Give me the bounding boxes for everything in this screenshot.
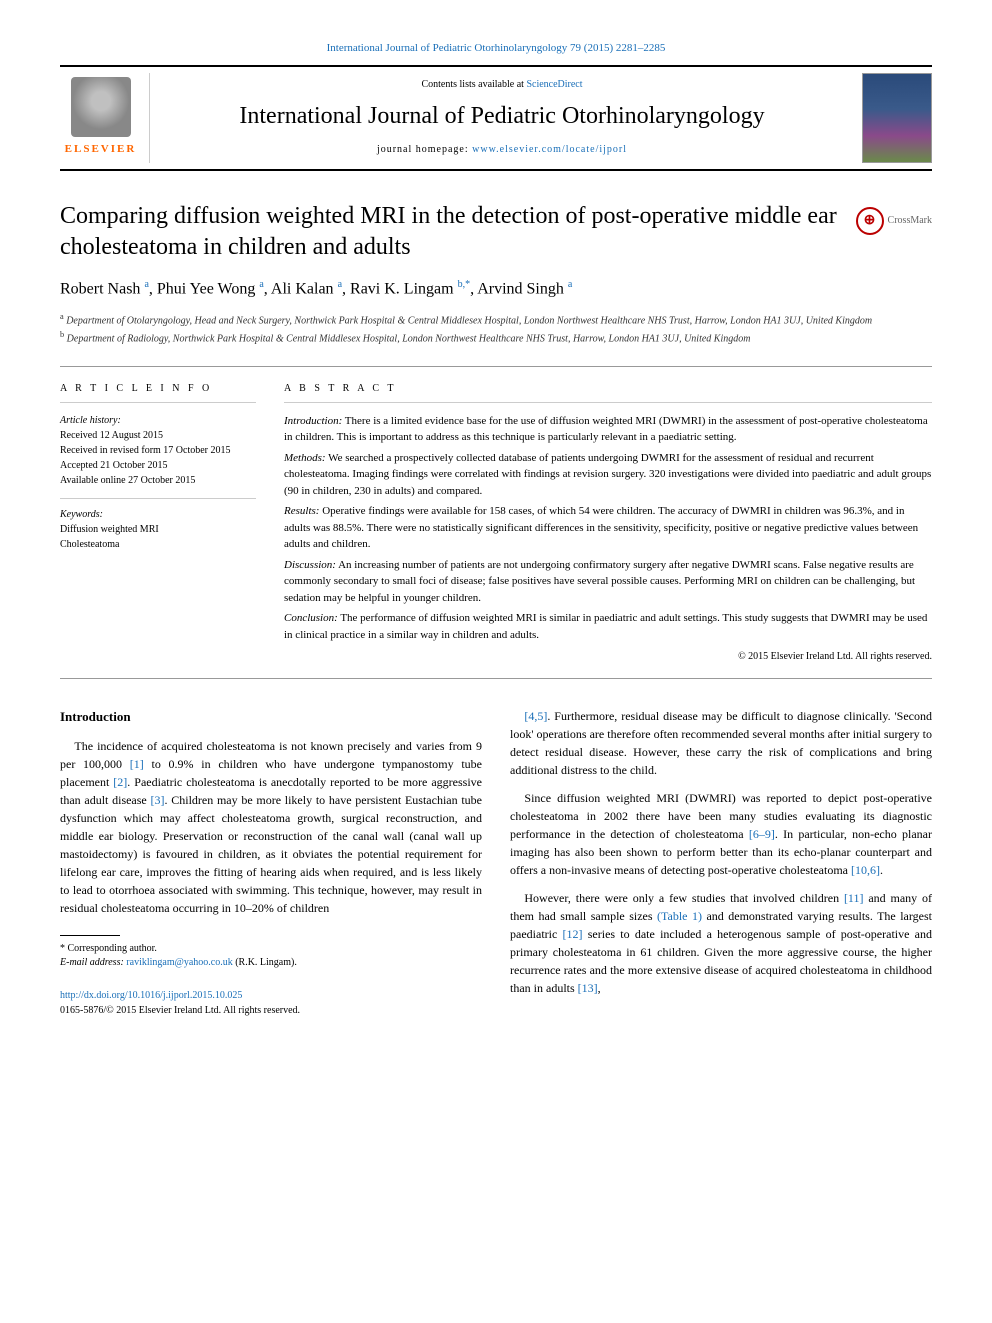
keyword-1: Diffusion weighted MRI (60, 522, 256, 537)
title-row: Comparing diffusion weighted MRI in the … (60, 201, 932, 263)
article-info-heading: A R T I C L E I N F O (60, 381, 256, 403)
issn-line: 0165-5876/© 2015 Elsevier Ireland Ltd. A… (60, 1003, 482, 1018)
history-online: Available online 27 October 2015 (60, 473, 256, 488)
body-right-column: [4,5]. Furthermore, residual disease may… (510, 707, 932, 1018)
contents-line: Contents lists available at ScienceDirec… (160, 77, 844, 92)
author: Phui Yee Wong (157, 280, 255, 297)
history-received: Received 12 August 2015 (60, 428, 256, 443)
homepage-link[interactable]: www.elsevier.com/locate/ijporl (472, 144, 627, 155)
author: Ali Kalan (271, 280, 334, 297)
authors-line: Robert Nash a, Phui Yee Wong a, Ali Kala… (60, 277, 932, 301)
body-left-column: Introduction The incidence of acquired c… (60, 707, 482, 1018)
reference-link[interactable]: [1] (130, 757, 144, 771)
abstract: A B S T R A C T Introduction: There is a… (270, 367, 932, 679)
affiliation: b Department of Radiology, Northwick Par… (60, 329, 932, 346)
top-citation: International Journal of Pediatric Otorh… (60, 40, 932, 57)
intro-heading: Introduction (60, 707, 482, 727)
body-paragraph: The incidence of acquired cholesteatoma … (60, 737, 482, 917)
abstract-section: Results: Operative findings were availab… (284, 503, 932, 553)
body-paragraph: However, there were only a few studies t… (510, 889, 932, 997)
author-affil-sup: b,* (458, 279, 471, 290)
affiliations: a Department of Otolaryngology, Head and… (60, 311, 932, 346)
reference-link[interactable]: [4,5] (524, 709, 547, 723)
reference-link[interactable]: [11] (844, 891, 864, 905)
reference-link[interactable]: [3] (151, 793, 165, 807)
contents-prefix: Contents lists available at (421, 79, 526, 90)
author-affil-sup: a (144, 279, 148, 290)
affiliation: a Department of Otolaryngology, Head and… (60, 311, 932, 328)
reference-link[interactable]: [6–9] (749, 827, 775, 841)
masthead-center: Contents lists available at ScienceDirec… (150, 73, 854, 163)
email-suffix: (R.K. Lingam). (233, 957, 297, 968)
author: Arvind Singh (477, 280, 564, 297)
keywords-label: Keywords: (60, 498, 256, 522)
journal-name: International Journal of Pediatric Otorh… (160, 98, 844, 134)
reference-link[interactable]: [13] (578, 981, 598, 995)
corresponding-footnote: * Corresponding author. E-mail address: … (60, 942, 482, 970)
journal-cover-thumb (862, 73, 932, 163)
body-paragraph: [4,5]. Furthermore, residual disease may… (510, 707, 932, 779)
keyword-2: Cholesteatoma (60, 537, 256, 552)
info-abstract-row: A R T I C L E I N F O Article history: R… (60, 366, 932, 680)
article-title: Comparing diffusion weighted MRI in the … (60, 201, 840, 263)
history-accepted: Accepted 21 October 2015 (60, 458, 256, 473)
reference-link[interactable]: [2] (113, 775, 127, 789)
elsevier-tree-icon (71, 77, 131, 137)
author-affil-sup: a (259, 279, 263, 290)
doi-link[interactable]: http://dx.doi.org/10.1016/j.ijporl.2015.… (60, 990, 242, 1001)
history-revised: Received in revised form 17 October 2015 (60, 443, 256, 458)
crossmark-badge[interactable]: ⊕ CrossMark (856, 207, 932, 235)
article-info: A R T I C L E I N F O Article history: R… (60, 367, 270, 679)
masthead: ELSEVIER Contents lists available at Sci… (60, 65, 932, 171)
author-affil-sup: a (568, 279, 572, 290)
email-label: E-mail address: (60, 957, 126, 968)
history-label: Article history: (60, 413, 256, 428)
abstract-copyright: © 2015 Elsevier Ireland Ltd. All rights … (284, 649, 932, 664)
abstract-section: Conclusion: The performance of diffusion… (284, 610, 932, 643)
reference-link[interactable]: [12] (563, 927, 583, 941)
body-columns: Introduction The incidence of acquired c… (60, 707, 932, 1018)
abstract-heading: A B S T R A C T (284, 381, 932, 403)
crossmark-icon: ⊕ (856, 207, 884, 235)
body-paragraph: Since diffusion weighted MRI (DWMRI) was… (510, 789, 932, 879)
sciencedirect-link[interactable]: ScienceDirect (526, 79, 582, 90)
reference-link[interactable]: (Table 1) (657, 909, 702, 923)
doi-line: http://dx.doi.org/10.1016/j.ijporl.2015.… (60, 988, 482, 1003)
abstract-section: Introduction: There is a limited evidenc… (284, 413, 932, 446)
author-affil-sup: a (338, 279, 342, 290)
publisher-name: ELSEVIER (65, 141, 137, 158)
abstract-section: Discussion: An increasing number of pati… (284, 557, 932, 607)
footnote-rule (60, 935, 120, 936)
corresponding-label: * Corresponding author. (60, 942, 482, 956)
corresponding-email-link[interactable]: raviklingam@yahoo.co.uk (126, 957, 232, 968)
author: Robert Nash (60, 280, 140, 297)
crossmark-label: CrossMark (888, 213, 932, 228)
author: Ravi K. Lingam (350, 280, 454, 297)
reference-link[interactable]: [10,6] (851, 863, 880, 877)
abstract-section: Methods: We searched a prospectively col… (284, 450, 932, 500)
homepage-line: journal homepage: www.elsevier.com/locat… (160, 142, 844, 157)
homepage-prefix: journal homepage: (377, 144, 472, 155)
publisher-logo: ELSEVIER (60, 73, 150, 163)
